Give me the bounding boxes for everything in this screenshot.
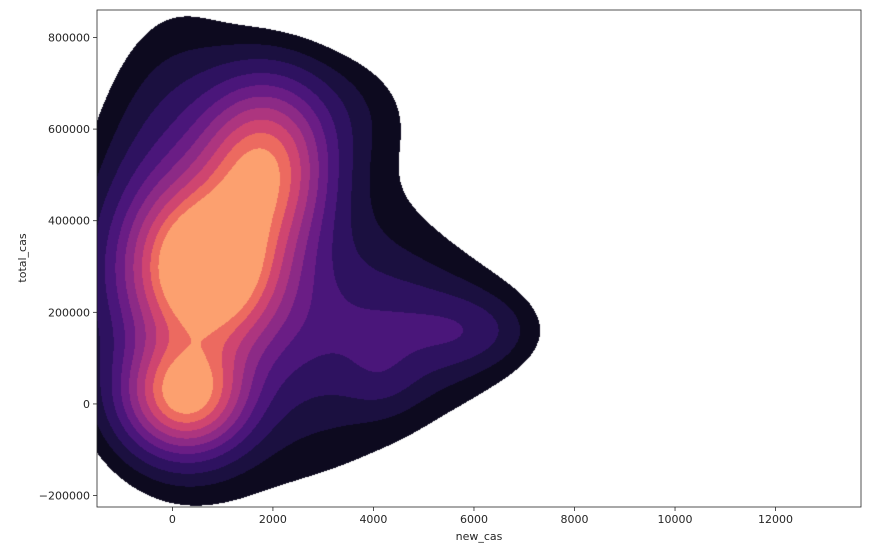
x-axis: 0 2000 4000 6000 8000 10000 12000	[169, 507, 793, 526]
y-axis-label: total_cas	[16, 233, 29, 282]
y-tick-label: −200000	[39, 490, 90, 503]
x-tick-label: 4000	[359, 513, 387, 526]
y-axis: −200000 0 200000 400000 600000 800000	[39, 31, 97, 503]
x-tick-label: 10000	[658, 513, 693, 526]
y-tick-label: 400000	[48, 215, 90, 228]
x-tick-label: 6000	[460, 513, 488, 526]
plot-frame	[96, 9, 862, 508]
x-tick-label: 12000	[758, 513, 793, 526]
y-tick-label: 800000	[48, 31, 90, 44]
y-tick-label: 0	[83, 398, 90, 411]
y-tick-label: 600000	[48, 123, 90, 136]
density-contours	[97, 10, 861, 507]
x-tick-label: 2000	[259, 513, 287, 526]
contour-fill-layer	[97, 10, 861, 507]
y-tick-label: 200000	[48, 306, 90, 319]
x-tick-label: 0	[169, 513, 176, 526]
x-tick-label: 8000	[561, 513, 589, 526]
x-axis-label: new_cas	[456, 530, 503, 543]
